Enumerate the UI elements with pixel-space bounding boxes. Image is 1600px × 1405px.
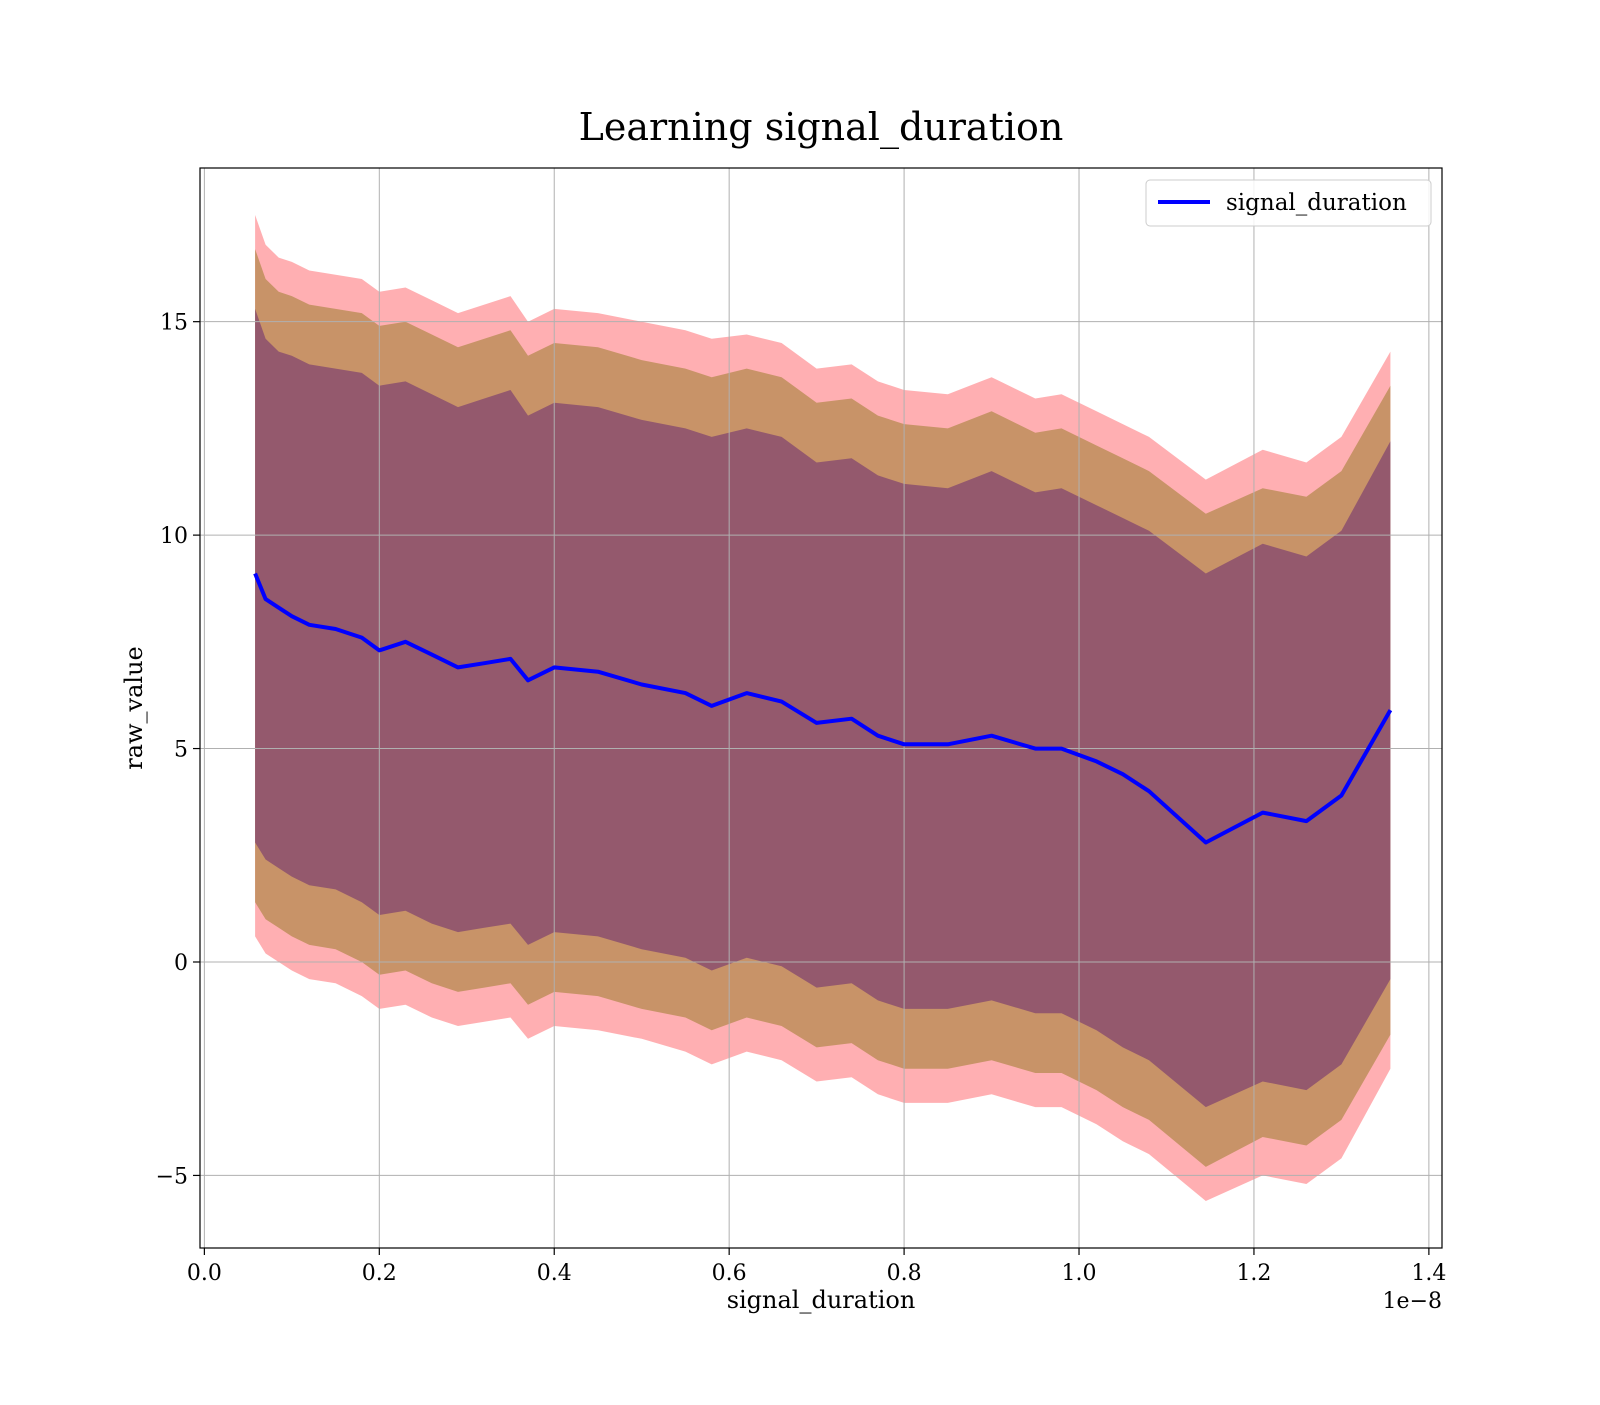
x-axis-offset-label: 1e−8: [1383, 1289, 1442, 1314]
plot-frame: [199, 167, 1443, 1249]
band-inner: [255, 308, 1391, 1108]
y-tick-label: 5: [174, 738, 188, 763]
x-axis-label: signal_duration: [727, 1286, 916, 1314]
x-tick-label: 0.0: [187, 1261, 222, 1286]
legend: signal_duration: [1145, 179, 1432, 227]
x-tick-label: 1.0: [1062, 1261, 1097, 1286]
x-tick-label: 0.8: [887, 1261, 922, 1286]
chart-title: Learning signal_duration: [579, 105, 1064, 150]
confidence-bands: [255, 215, 1391, 1201]
legend-box: [1145, 179, 1432, 227]
axis-ticks: 0.0 0.2 0.4 0.6 0.8 1.0 1.2 1.4 −5 0 5 10 15: [156, 311, 1447, 1286]
y-tick-label: −5: [156, 1164, 188, 1189]
y-tick-label: 0: [174, 951, 188, 976]
x-tick-label: 1.2: [1236, 1261, 1271, 1286]
x-tick-label: 0.2: [362, 1261, 397, 1286]
series-line-signal-duration: [253, 572, 1393, 845]
y-tick-label: 15: [160, 311, 188, 336]
grid-lines: [200, 168, 1442, 1248]
y-tick-label: 10: [160, 524, 188, 549]
y-axis-label: raw_value: [120, 646, 148, 770]
x-tick-label: 0.4: [537, 1261, 572, 1286]
legend-label-signal-duration: signal_duration: [1226, 190, 1407, 216]
x-tick-label: 0.6: [712, 1261, 747, 1286]
series-layer: [253, 572, 1393, 845]
x-tick-label: 1.4: [1411, 1261, 1446, 1286]
